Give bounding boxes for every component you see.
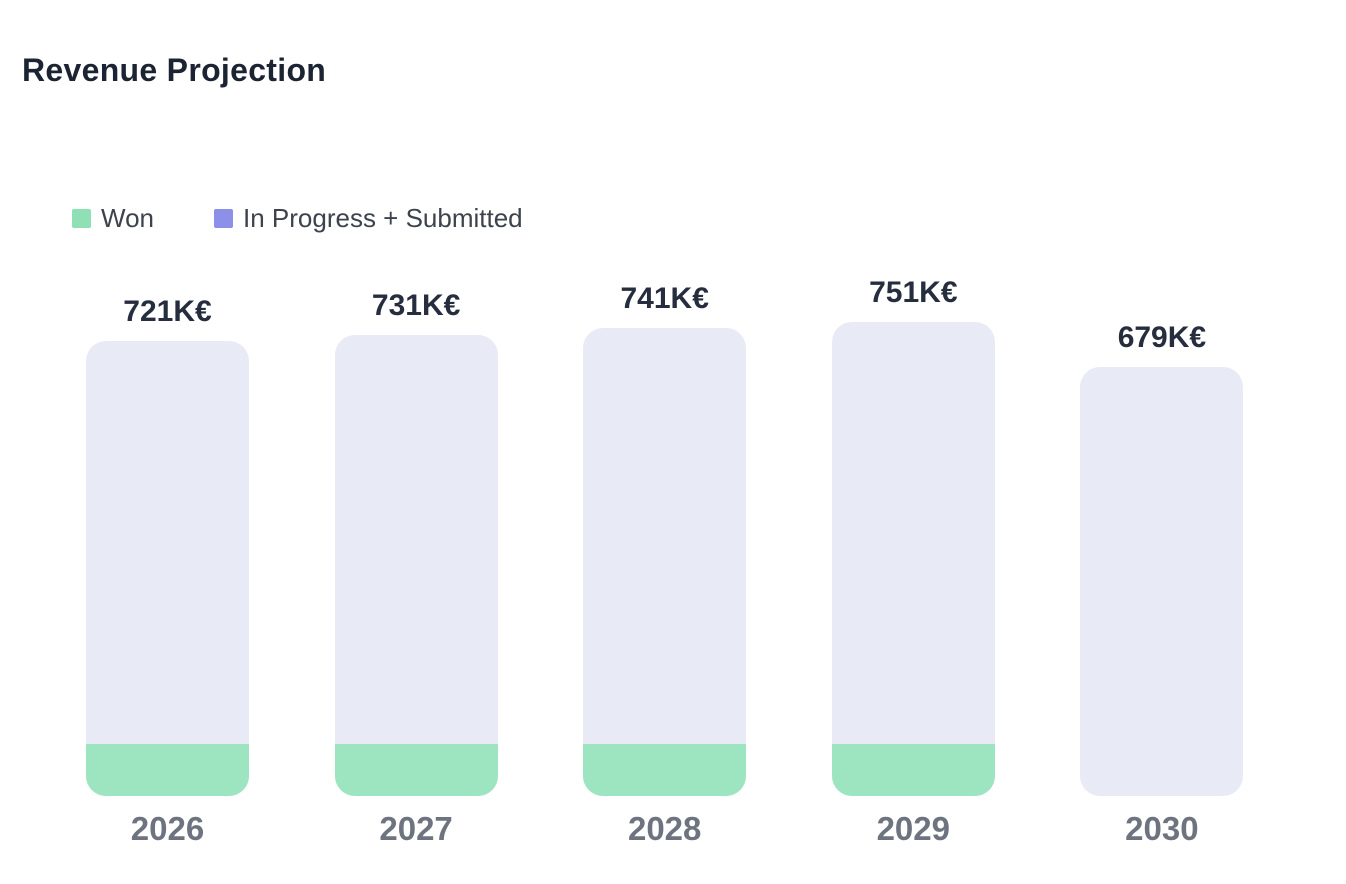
bar-value-label: 721K€ <box>123 295 212 328</box>
won-segment-2029 <box>832 744 995 796</box>
legend-item-won[interactable]: Won <box>72 203 154 234</box>
bar-value-label: 751K€ <box>869 276 958 309</box>
legend-item-in-progress-submitted[interactable]: In Progress + Submitted <box>214 203 523 234</box>
x-axis-label-2029: 2029 <box>876 810 950 847</box>
bar-2029[interactable] <box>832 322 995 796</box>
bar-value-label: 731K€ <box>371 289 461 322</box>
bar-value-label: 741K€ <box>620 282 709 315</box>
x-axis-label-2027: 2027 <box>379 810 453 847</box>
in-progress-swatch-icon <box>214 209 233 228</box>
won-segment-2028 <box>583 744 746 796</box>
legend-label-in-progress-submitted: In Progress + Submitted <box>243 203 523 233</box>
bar-2028[interactable] <box>583 328 746 796</box>
bar-2027[interactable] <box>335 335 498 796</box>
legend-label-won: Won <box>101 203 154 233</box>
won-swatch-icon <box>72 209 91 228</box>
x-axis-label-2026: 2026 <box>130 810 205 847</box>
chart-legend: Won In Progress + Submitted <box>72 203 523 234</box>
bar-2030[interactable] <box>1080 367 1243 796</box>
bar-2026[interactable] <box>86 341 249 796</box>
x-axis-label-2028: 2028 <box>627 810 702 847</box>
won-segment-2027 <box>335 744 498 796</box>
bar-value-label: 679K€ <box>1117 321 1207 354</box>
won-segment-2026 <box>86 744 249 796</box>
x-axis-label-2030: 2030 <box>1125 810 1199 847</box>
page-title: Revenue Projection <box>22 52 327 88</box>
